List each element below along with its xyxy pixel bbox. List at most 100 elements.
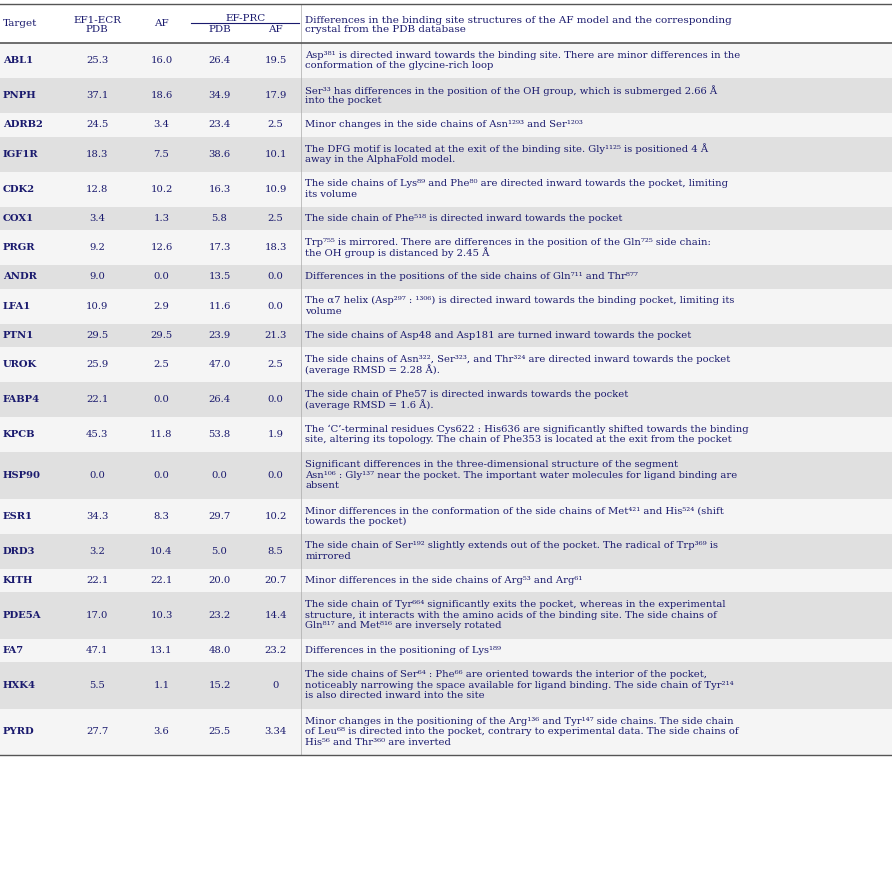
Text: 38.6: 38.6 [209, 150, 230, 159]
Text: 10.2: 10.2 [264, 511, 287, 521]
Text: away in the AlphaFold model.: away in the AlphaFold model. [305, 155, 456, 164]
Text: 47.0: 47.0 [208, 360, 231, 369]
Text: 0.0: 0.0 [268, 301, 284, 310]
Text: 25.3: 25.3 [87, 56, 108, 65]
Text: 10.3: 10.3 [150, 611, 173, 620]
Text: The side chains of Asp48 and Asp181 are turned inward towards the pocket: The side chains of Asp48 and Asp181 are … [305, 331, 692, 340]
Text: ANDR: ANDR [3, 273, 37, 281]
Text: 25.5: 25.5 [209, 727, 230, 736]
Text: mirrored: mirrored [305, 551, 351, 561]
Text: 17.9: 17.9 [264, 91, 287, 100]
Text: ADRB2: ADRB2 [3, 120, 43, 129]
Text: 34.3: 34.3 [86, 511, 109, 521]
Text: 0.0: 0.0 [153, 395, 169, 404]
Text: 3.6: 3.6 [153, 727, 169, 736]
Text: The side chains of Asn³²², Ser³²³, and Thr³²⁴ are directed inward towards the po: The side chains of Asn³²², Ser³²³, and T… [305, 354, 731, 364]
Bar [0, 43, 892, 78]
Text: 34.9: 34.9 [208, 91, 231, 100]
Text: 10.4: 10.4 [150, 546, 173, 556]
Bar [0, 638, 892, 662]
Text: 0.0: 0.0 [268, 273, 284, 281]
Bar [0, 452, 892, 498]
Text: 16.0: 16.0 [151, 56, 172, 65]
Bar [0, 206, 892, 230]
Text: 17.3: 17.3 [208, 243, 231, 252]
Text: 22.1: 22.1 [86, 576, 109, 584]
Bar [0, 592, 892, 638]
Text: Differences in the positioning of Lys¹⁸⁹: Differences in the positioning of Lys¹⁸⁹ [305, 645, 501, 655]
Text: PNPH: PNPH [3, 91, 37, 100]
Text: 0.0: 0.0 [268, 470, 284, 480]
Text: 29.5: 29.5 [87, 331, 108, 340]
Text: 5.0: 5.0 [211, 546, 227, 556]
Text: The ‘C’-terminal residues Cys622 : His636 are significantly shifted towards the : The ‘C’-terminal residues Cys622 : His63… [305, 425, 749, 434]
Text: 10.1: 10.1 [264, 150, 287, 159]
Text: PYRD: PYRD [3, 727, 35, 736]
Text: The side chain of Ser¹⁹² slightly extends out of the pocket. The radical of Trp³: The side chain of Ser¹⁹² slightly extend… [305, 541, 718, 550]
Bar [0, 347, 892, 382]
Text: 23.4: 23.4 [208, 120, 231, 129]
Text: 15.2: 15.2 [208, 681, 231, 690]
Text: 20.0: 20.0 [209, 576, 230, 584]
Bar [0, 708, 892, 755]
Text: 37.1: 37.1 [86, 91, 109, 100]
Text: 2.5: 2.5 [268, 213, 284, 223]
Text: 3.4: 3.4 [89, 213, 105, 223]
Text: noticeably narrowing the space available for ligand binding. The side chain of T: noticeably narrowing the space available… [305, 681, 734, 690]
Text: The α7 helix (Asp²⁹⁷ : ¹³⁰⁶) is directed inward towards the binding pocket, limi: The α7 helix (Asp²⁹⁷ : ¹³⁰⁶) is directed… [305, 296, 735, 306]
Text: absent: absent [305, 481, 339, 490]
Text: PTN1: PTN1 [3, 331, 34, 340]
Text: 23.2: 23.2 [265, 645, 286, 655]
Text: The side chains of Lys⁸⁹ and Phe⁸⁰ are directed inward towards the pocket, limit: The side chains of Lys⁸⁹ and Phe⁸⁰ are d… [305, 179, 729, 188]
Text: Target: Target [3, 19, 37, 28]
Text: LFA1: LFA1 [3, 301, 31, 310]
Text: 14.4: 14.4 [264, 611, 287, 620]
Bar [0, 230, 892, 265]
Text: 1.9: 1.9 [268, 430, 284, 439]
Text: 20.7: 20.7 [265, 576, 286, 584]
Text: 29.7: 29.7 [209, 511, 230, 521]
Text: ABL1: ABL1 [3, 56, 33, 65]
Text: 17.0: 17.0 [86, 611, 109, 620]
Text: AF: AF [268, 25, 283, 34]
Text: 29.5: 29.5 [151, 331, 172, 340]
Text: (average RMSD = 2.28 Å).: (average RMSD = 2.28 Å). [305, 364, 441, 375]
Bar [0, 288, 892, 323]
Text: EF-PRC: EF-PRC [225, 15, 266, 24]
Bar [0, 534, 892, 569]
Text: KITH: KITH [3, 576, 34, 584]
Text: 2.5: 2.5 [153, 360, 169, 369]
Text: PDB: PDB [208, 25, 231, 34]
Text: DRD3: DRD3 [3, 546, 36, 556]
Text: the OH group is distanced by 2.45 Å: the OH group is distanced by 2.45 Å [305, 247, 490, 258]
Text: volume: volume [305, 307, 343, 315]
Text: 2.9: 2.9 [153, 301, 169, 310]
Text: The DFG motif is located at the exit of the binding site. Gly¹¹²⁵ is positioned : The DFG motif is located at the exit of … [305, 144, 708, 154]
Text: EF1-ECR: EF1-ECR [73, 16, 121, 24]
Text: 5.8: 5.8 [211, 213, 227, 223]
Text: KPCB: KPCB [3, 430, 36, 439]
Text: ESR1: ESR1 [3, 511, 33, 521]
Text: 10.9: 10.9 [86, 301, 109, 310]
Text: 9.2: 9.2 [89, 243, 105, 252]
Text: 10.2: 10.2 [150, 185, 173, 193]
Text: IGF1R: IGF1R [3, 150, 38, 159]
Bar [0, 498, 892, 534]
Text: 26.4: 26.4 [209, 395, 230, 404]
Text: Minor changes in the side chains of Asn¹²⁹³ and Ser¹²⁰³: Minor changes in the side chains of Asn¹… [305, 120, 583, 129]
Text: 27.7: 27.7 [87, 727, 108, 736]
Text: PRGR: PRGR [3, 243, 36, 252]
Text: COX1: COX1 [3, 213, 34, 223]
Text: 2.5: 2.5 [268, 120, 284, 129]
Text: Ser³³ has differences in the position of the OH group, which is submerged 2.66 Å: Ser³³ has differences in the position of… [305, 85, 718, 96]
Bar [0, 417, 892, 452]
Text: 3.4: 3.4 [153, 120, 169, 129]
Text: 24.5: 24.5 [86, 120, 109, 129]
Text: FABP4: FABP4 [3, 395, 40, 404]
Text: 45.3: 45.3 [86, 430, 109, 439]
Text: (average RMSD = 1.6 Å).: (average RMSD = 1.6 Å). [305, 399, 434, 410]
Text: conformation of the glycine-rich loop: conformation of the glycine-rich loop [305, 61, 494, 71]
Text: 23.9: 23.9 [209, 331, 230, 340]
Text: HSP90: HSP90 [3, 470, 41, 480]
Text: Asn¹⁰⁶ : Gly¹³⁷ near the pocket. The important water molecules for ligand bindin: Asn¹⁰⁶ : Gly¹³⁷ near the pocket. The imp… [305, 470, 738, 480]
